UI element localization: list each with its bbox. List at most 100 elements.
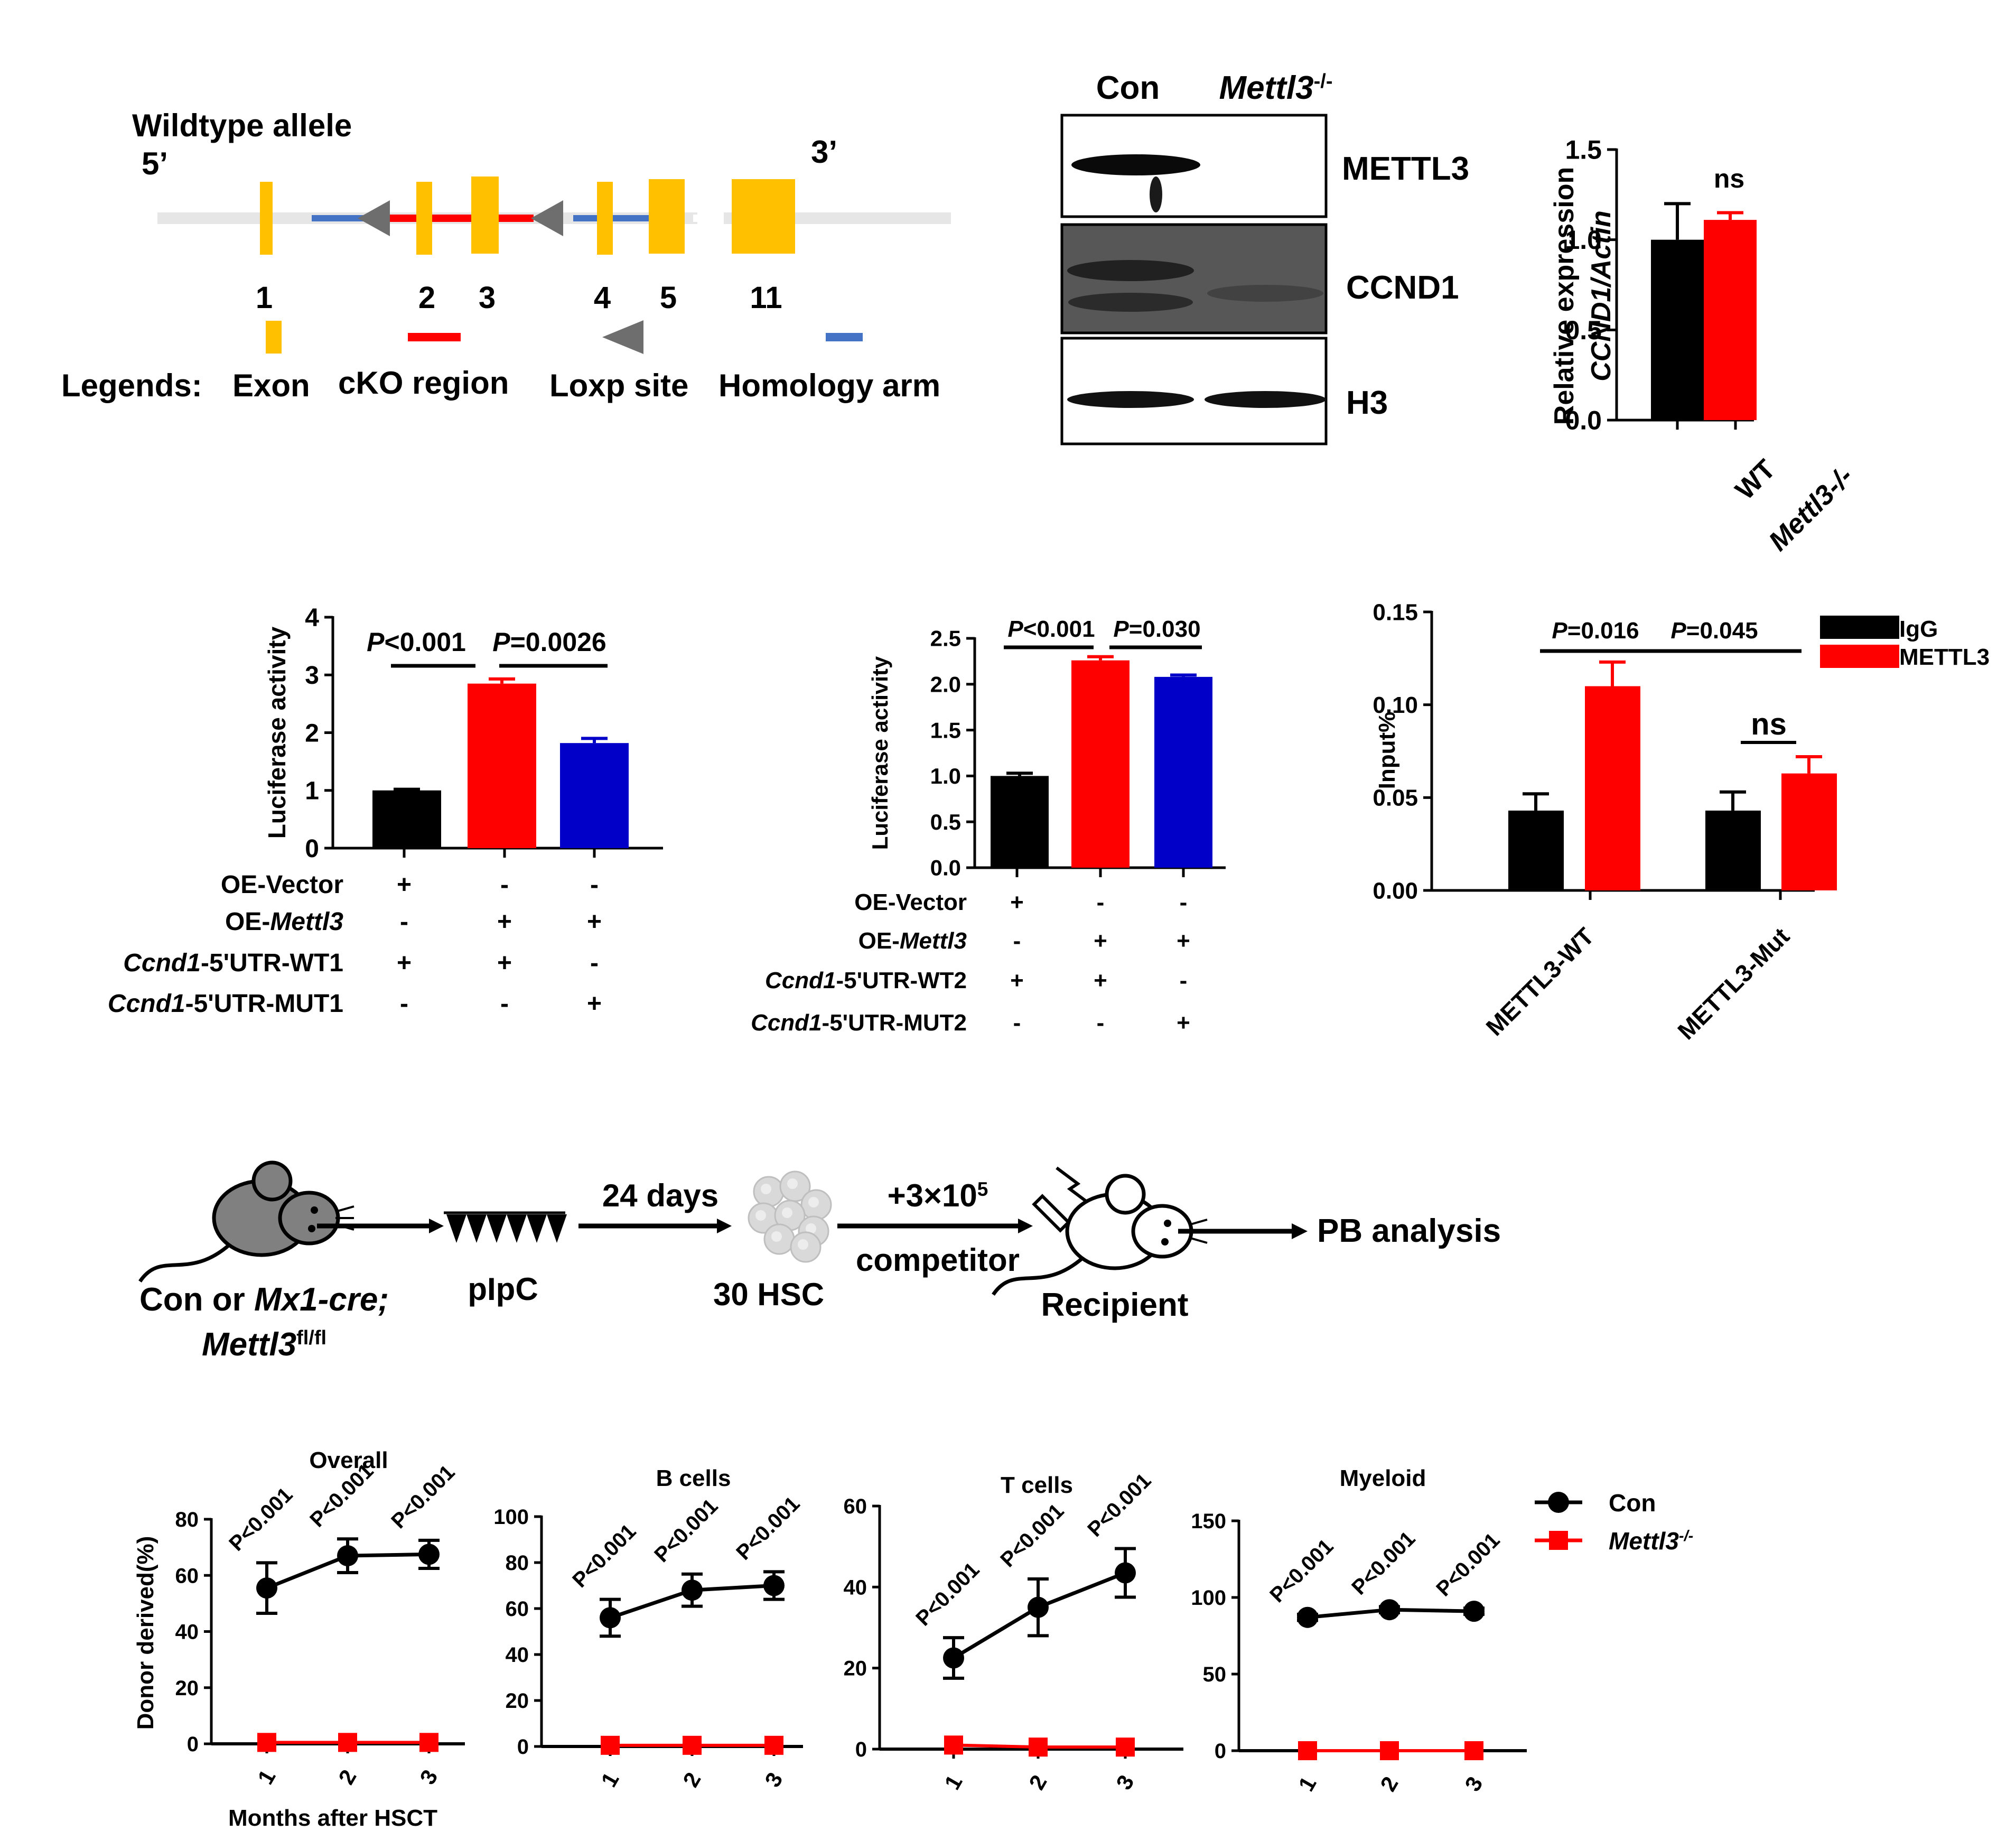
- exon-block-4: [597, 182, 613, 255]
- bcells-y-tick-label: 80: [506, 1551, 529, 1575]
- label-part: Mettl3: [1609, 1527, 1679, 1555]
- rip-bar: [1508, 810, 1564, 890]
- luc1-p-value: P=0.0026: [492, 627, 606, 657]
- mouse-whisker: [1188, 1219, 1208, 1226]
- luc1-condition-label: OE-Vector: [221, 871, 343, 899]
- loxp-site-triangle: [531, 200, 563, 236]
- lightning-icon: [1056, 1166, 1092, 1206]
- rip-bar: [1781, 773, 1837, 890]
- mouse-whisker: [335, 1205, 354, 1213]
- tcells-point-ko: [1029, 1737, 1048, 1757]
- luc1-y-tick-label: 3: [305, 662, 319, 690]
- treatment-label: pIpC: [468, 1271, 538, 1307]
- hsc-cell-nucleus: [782, 1207, 792, 1218]
- rip-bar: [1585, 686, 1640, 890]
- tcells-x-tick-label: 1: [939, 1771, 967, 1794]
- rip-y-tick-label: 0.15: [1373, 599, 1418, 625]
- luc1-y-tick-label: 2: [305, 719, 319, 747]
- bcells-title: B cells: [656, 1465, 731, 1491]
- luc1-condition-sign: +: [497, 949, 512, 977]
- injection-arrowhead: [487, 1214, 507, 1243]
- p-letter: P: [367, 627, 385, 657]
- arrow-head-4: [1292, 1223, 1308, 1239]
- myeloid-point-ko: [1380, 1741, 1399, 1760]
- luc1-y-tick-label: 0: [305, 835, 319, 863]
- luc1-y-tick-label: 1: [305, 777, 319, 805]
- myeloid-x-tick-label: 2: [1375, 1772, 1403, 1796]
- dose-label: +3×105: [888, 1178, 988, 1213]
- myeloid-x-tick-label: 3: [1460, 1772, 1487, 1796]
- rip-legend-label-mettl3: METTL3: [1899, 644, 1990, 670]
- luc1-condition-label: OE-Mettl3: [225, 908, 343, 936]
- rip-p-value: P=0.016: [1552, 618, 1639, 644]
- label-part: OE-Vector: [221, 871, 343, 899]
- luc1-condition-sign: -: [590, 871, 599, 899]
- luc2-y-label: Luciferase activity: [867, 656, 892, 850]
- luc2-y-tick-label: 2.0: [930, 672, 961, 697]
- myeloid-p-label: P<0.001: [1347, 1527, 1420, 1599]
- qpcr-y-tick-label: 0.5: [1565, 315, 1602, 345]
- luc2-p-value: P=0.030: [1113, 616, 1200, 642]
- donor-mouse-icon: [138, 1160, 340, 1283]
- luc1-condition-sign: -: [590, 949, 599, 977]
- injection-arrowhead: [547, 1214, 567, 1243]
- bcells-y-tick-label: 40: [506, 1643, 529, 1667]
- lane-label-con: Con: [1096, 70, 1160, 106]
- myeloid-x-tick-label: 1: [1293, 1772, 1321, 1796]
- luc2-y-tick-label: 0.5: [930, 810, 961, 834]
- hsc-cell-nucleus: [798, 1239, 808, 1250]
- label-part: Mettl3: [1219, 70, 1313, 106]
- readout-label: PB analysis: [1317, 1213, 1501, 1249]
- band-mettl3-artifact: [1150, 176, 1162, 212]
- mouse-eye: [308, 1225, 315, 1232]
- luc1-y-tick-label: 4: [305, 604, 319, 632]
- myeloid-point-con: [1297, 1606, 1318, 1628]
- exon-block-6: [732, 179, 795, 254]
- tcells-x-tick-label: 2: [1024, 1771, 1051, 1794]
- hsc-cell-nucleus: [755, 1210, 766, 1221]
- three-prime-label: 3’: [811, 134, 837, 170]
- five-prime-label: 5’: [142, 146, 168, 181]
- qpcr-y-tick-label: 0.0: [1565, 406, 1602, 435]
- arrow-head-3: [1018, 1219, 1033, 1233]
- luc1-condition-sign: -: [400, 990, 408, 1018]
- rip-legend-swatch-igg: [1820, 616, 1899, 639]
- luc1-condition-sign: -: [400, 908, 408, 936]
- tcells-point-con: [943, 1647, 964, 1669]
- injection-arrowhead: [446, 1214, 466, 1243]
- band-label-ccnd1: CCND1: [1346, 270, 1459, 306]
- label-part: OE-: [858, 928, 900, 954]
- bcells-p-label: P<0.001: [650, 1494, 722, 1567]
- start-label-2: Mettl3fl/fl: [202, 1326, 326, 1363]
- start-label-1: Con or Mx1-cre;: [139, 1281, 389, 1318]
- hsc-cell-nucleus: [787, 1178, 798, 1189]
- label-part: +3×10: [888, 1178, 977, 1213]
- label-part: Ccnd1: [765, 968, 836, 993]
- arrow-head-2: [717, 1219, 732, 1233]
- luc2-condition-label: OE-Mettl3: [858, 928, 967, 954]
- backbone-gap: [717, 215, 724, 222]
- luc2-bar: [1154, 676, 1212, 868]
- p-letter: P: [1552, 618, 1567, 644]
- qpcr-y-tick-label: 1.0: [1565, 225, 1602, 255]
- tcells-point-ko: [944, 1735, 963, 1755]
- band-h3-ko: [1205, 391, 1326, 408]
- exon-block-3: [471, 176, 499, 254]
- luc2-y-tick-label: 1.5: [930, 718, 961, 742]
- label-part: fl/fl: [296, 1327, 326, 1349]
- label-part: Ccnd1: [123, 949, 201, 977]
- injection-arrowhead: [527, 1214, 547, 1243]
- bcells-x-tick-label: 2: [678, 1768, 705, 1791]
- bcells-x-tick-label: 3: [760, 1768, 787, 1791]
- luc2-condition-sign: +: [1094, 928, 1107, 954]
- mouse-ear: [251, 1160, 293, 1202]
- loxp-site-triangle: [358, 200, 390, 236]
- legend-con-marker: [1548, 1492, 1569, 1513]
- luc2-p-value: P<0.001: [1007, 616, 1095, 642]
- luc2-condition-sign: +: [1010, 889, 1024, 915]
- label-part: OE-: [225, 908, 270, 936]
- bcells-point-con: [600, 1607, 621, 1629]
- p-text: =0.0026: [510, 627, 606, 657]
- tcells-title: T cells: [1001, 1472, 1073, 1498]
- luc1-bar: [468, 683, 536, 848]
